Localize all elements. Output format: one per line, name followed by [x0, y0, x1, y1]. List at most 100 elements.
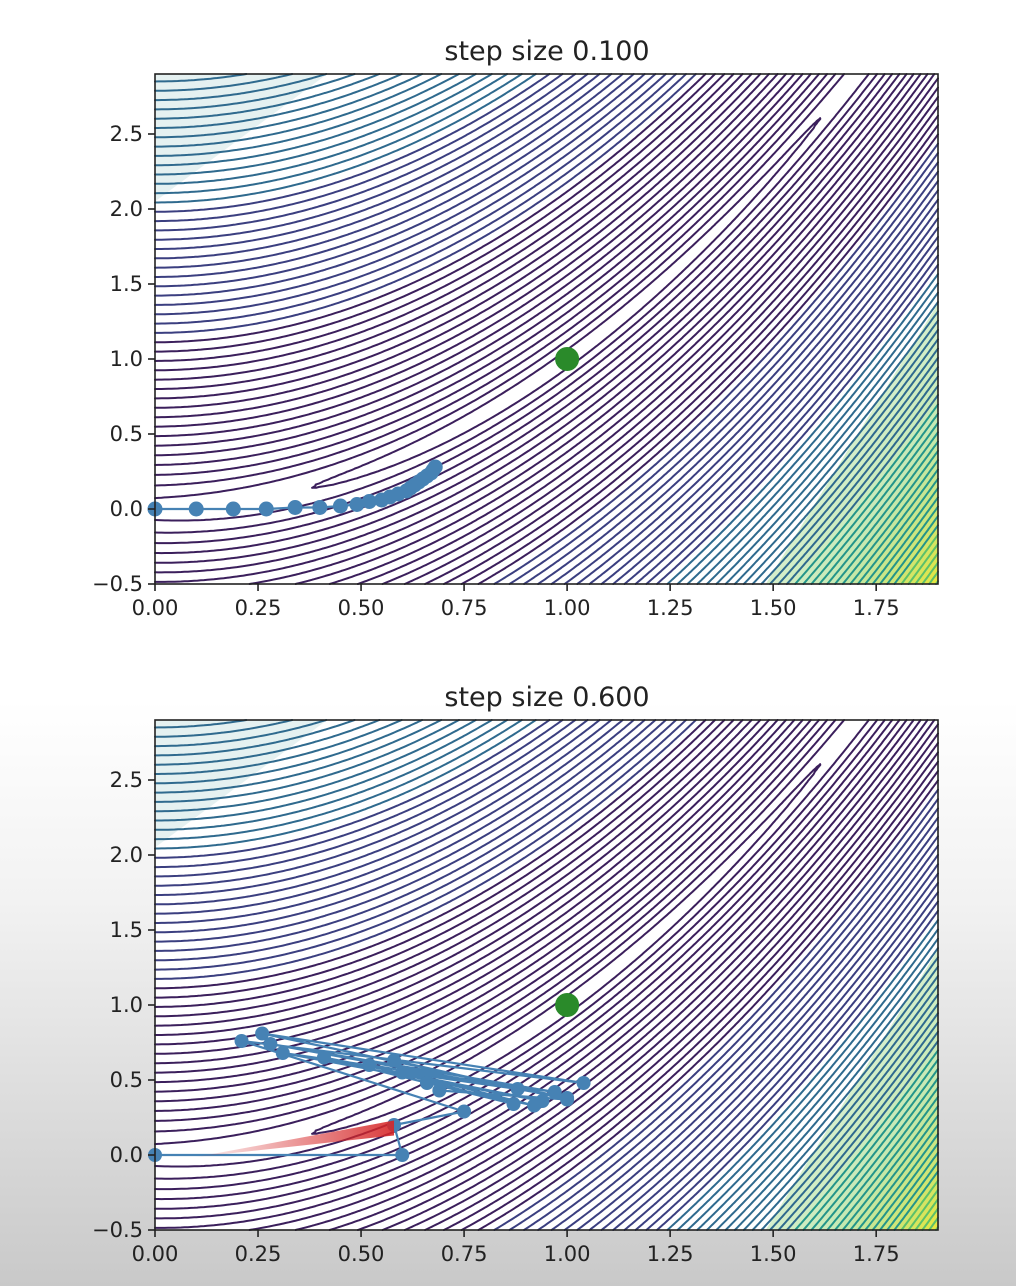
contour-line [154, 73, 939, 585]
x-tick-label: 0.25 [235, 1242, 282, 1266]
contour-line [154, 719, 939, 1231]
series-point [395, 1148, 410, 1162]
y-tick-label: 0.5 [110, 422, 143, 446]
contour-line [154, 73, 939, 585]
contour-line [154, 719, 939, 1231]
contour-line [154, 73, 939, 585]
contour-line [154, 73, 939, 585]
contour-line [928, 570, 939, 585]
contour-line [154, 719, 939, 1231]
x-tick-label: 1.25 [647, 1242, 694, 1266]
contour-line [154, 73, 939, 585]
contour-line [154, 73, 939, 585]
contour-line [154, 719, 939, 1231]
x-tick-label: 1.50 [750, 1242, 797, 1266]
contour-line [794, 1049, 939, 1231]
x-tick-label: 1.50 [750, 596, 797, 620]
contour-line [154, 719, 939, 1231]
x-tick-label: 0.75 [441, 1242, 488, 1266]
y-tick-label: 0.5 [110, 1068, 143, 1092]
contour-line [154, 73, 908, 574]
contour-line [154, 73, 939, 585]
contour-line [154, 719, 939, 1231]
contour-line [154, 73, 939, 585]
contour-line [154, 719, 939, 1231]
chart-2: step size 0.600 0.00 0.25 0.50 0.75 1.00 1.25… [92, 682, 939, 1266]
contour-line [154, 73, 939, 585]
series-point [506, 1097, 521, 1111]
chart-2-minimum-marker [555, 993, 580, 1017]
contour-line [154, 73, 939, 585]
y-tick-label: −0.5 [92, 572, 143, 596]
contour-line [154, 73, 870, 522]
y-tick-label: 2.5 [110, 768, 143, 792]
x-tick-label: 1.00 [544, 1242, 591, 1266]
contour-line [154, 73, 894, 555]
series-point [427, 459, 443, 475]
chart-1-x-axis: 0.00 0.25 0.50 0.75 1.00 1.25 1.50 1.75 [132, 584, 900, 620]
contour-line [154, 719, 908, 1220]
contour-line [154, 73, 939, 585]
contour-line [154, 73, 939, 585]
contour-line [154, 73, 915, 583]
chart-2-title: step size 0.600 [444, 682, 649, 713]
contour-line [154, 719, 939, 1231]
chart-2-frame [154, 719, 939, 1231]
contour-line [154, 73, 939, 585]
series-point [527, 1098, 542, 1113]
contour-line [154, 719, 939, 1231]
contour-line [154, 719, 894, 1201]
contour-line [871, 1142, 939, 1231]
contour-line [154, 73, 939, 585]
contour-line [154, 719, 939, 1231]
contour-line [154, 719, 939, 1231]
contour-line [154, 719, 939, 1231]
series-red-fan [196, 1120, 395, 1157]
series-point [432, 1083, 447, 1098]
contour-line [154, 73, 939, 585]
contour-line [154, 73, 939, 585]
y-tick-label: 2.5 [110, 122, 143, 146]
contour-line [154, 73, 939, 585]
contour-line [864, 1133, 939, 1231]
contour-line [856, 1123, 939, 1231]
chart-1-y-axis: −0.5 0.0 0.5 1.0 1.5 2.0 2.5 [92, 122, 155, 596]
contour-fill-corner [155, 720, 328, 848]
series-point [255, 1026, 270, 1041]
contour-line [154, 719, 939, 1231]
contour-line [154, 73, 939, 585]
x-tick-label: 1.25 [647, 596, 694, 620]
contour-line [154, 719, 939, 1231]
series-point [457, 1104, 472, 1119]
contour-line [154, 73, 939, 585]
chart-2-plot [148, 719, 939, 1231]
series-point [576, 1076, 591, 1090]
series-point [316, 1050, 331, 1065]
x-tick-label: 0.00 [132, 596, 179, 620]
contour-line [154, 719, 939, 1231]
y-tick-label: 1.5 [110, 272, 143, 296]
contour-line [154, 719, 939, 1231]
chart-1-minimum-marker [555, 347, 580, 371]
x-tick-label: 0.00 [132, 1242, 179, 1266]
contour-line [154, 719, 886, 1191]
chart-2-y-axis: −0.5 0.0 0.5 1.0 1.5 2.0 2.5 [92, 768, 155, 1242]
series-point [510, 1082, 525, 1096]
contour-line [154, 73, 939, 585]
contour-line [154, 719, 939, 1231]
y-tick-label: 2.0 [110, 843, 143, 867]
contour-line [154, 73, 901, 564]
series-point [225, 501, 241, 517]
contour-fill-corner [155, 74, 328, 202]
contour-line [154, 719, 939, 1231]
contour-line [154, 73, 939, 585]
contour-line [864, 487, 939, 585]
series-point [287, 500, 303, 515]
contour-line [154, 719, 870, 1168]
x-tick-label: 0.25 [235, 596, 282, 620]
contour-line [154, 719, 939, 1231]
series-point [312, 500, 328, 515]
chart-2-x-axis: 0.00 0.25 0.50 0.75 1.00 1.25 1.50 1.75 [132, 1230, 900, 1266]
series-point [332, 498, 348, 514]
